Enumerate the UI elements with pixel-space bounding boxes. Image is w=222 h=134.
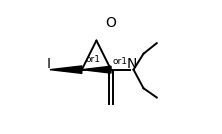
Text: N: N (127, 57, 137, 71)
Polygon shape (82, 66, 111, 73)
Text: I: I (47, 57, 51, 71)
Text: or1: or1 (112, 57, 127, 66)
Polygon shape (50, 66, 82, 73)
Text: O: O (106, 16, 116, 30)
Text: or1: or1 (85, 55, 100, 64)
